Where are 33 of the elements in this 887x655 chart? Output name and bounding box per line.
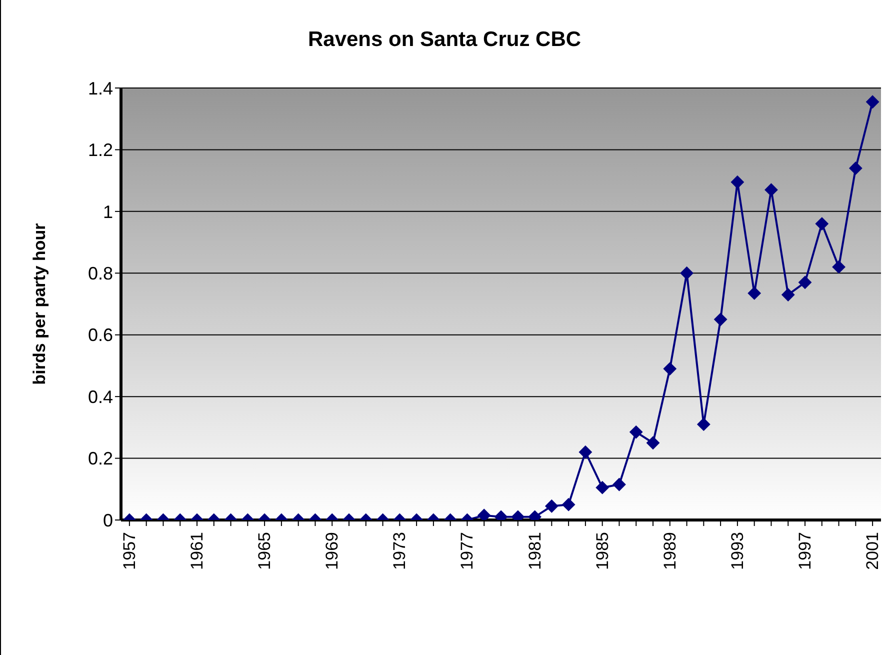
point bbox=[782, 288, 795, 302]
y-axis-title: birds per party hour bbox=[30, 222, 50, 385]
x-tick-label: 1993 bbox=[728, 532, 747, 570]
point bbox=[849, 162, 862, 175]
x-tick-label: 1965 bbox=[255, 532, 274, 570]
point bbox=[798, 276, 812, 289]
x-tick-label: 1961 bbox=[188, 532, 206, 570]
y-tick-label: 0.4 bbox=[88, 386, 113, 407]
y-tick-label: 0.8 bbox=[88, 264, 113, 284]
point bbox=[764, 183, 778, 196]
x-tick-label: 1973 bbox=[390, 532, 410, 570]
point bbox=[748, 286, 761, 300]
y-tick-label: 0.6 bbox=[88, 325, 113, 346]
x-tick-label: 1969 bbox=[322, 532, 342, 570]
x-tick-label: 1989 bbox=[660, 532, 680, 570]
y-tick-label: 1.4 bbox=[88, 78, 113, 98]
x-tick-label: 1997 bbox=[796, 532, 814, 570]
point bbox=[663, 362, 676, 376]
x-tick-label: 1981 bbox=[525, 532, 544, 570]
x-tick-label: 1957 bbox=[120, 532, 139, 570]
point bbox=[815, 217, 828, 230]
point bbox=[730, 176, 744, 189]
point bbox=[714, 312, 728, 326]
y-tick-label: 0 bbox=[102, 510, 113, 530]
x-tick-label: 1985 bbox=[592, 532, 612, 570]
chart-title: Ravens on Santa Cruz CBC bbox=[306, 28, 582, 52]
x-tick-label: 1977 bbox=[458, 532, 477, 570]
y-tick-label: 0.2 bbox=[88, 448, 113, 469]
y-tick-label: 1.2 bbox=[88, 140, 113, 160]
point bbox=[832, 260, 846, 274]
x-tick-label: 2001 bbox=[863, 532, 882, 570]
y-tick-label: 1 bbox=[102, 202, 113, 222]
point bbox=[680, 266, 694, 280]
